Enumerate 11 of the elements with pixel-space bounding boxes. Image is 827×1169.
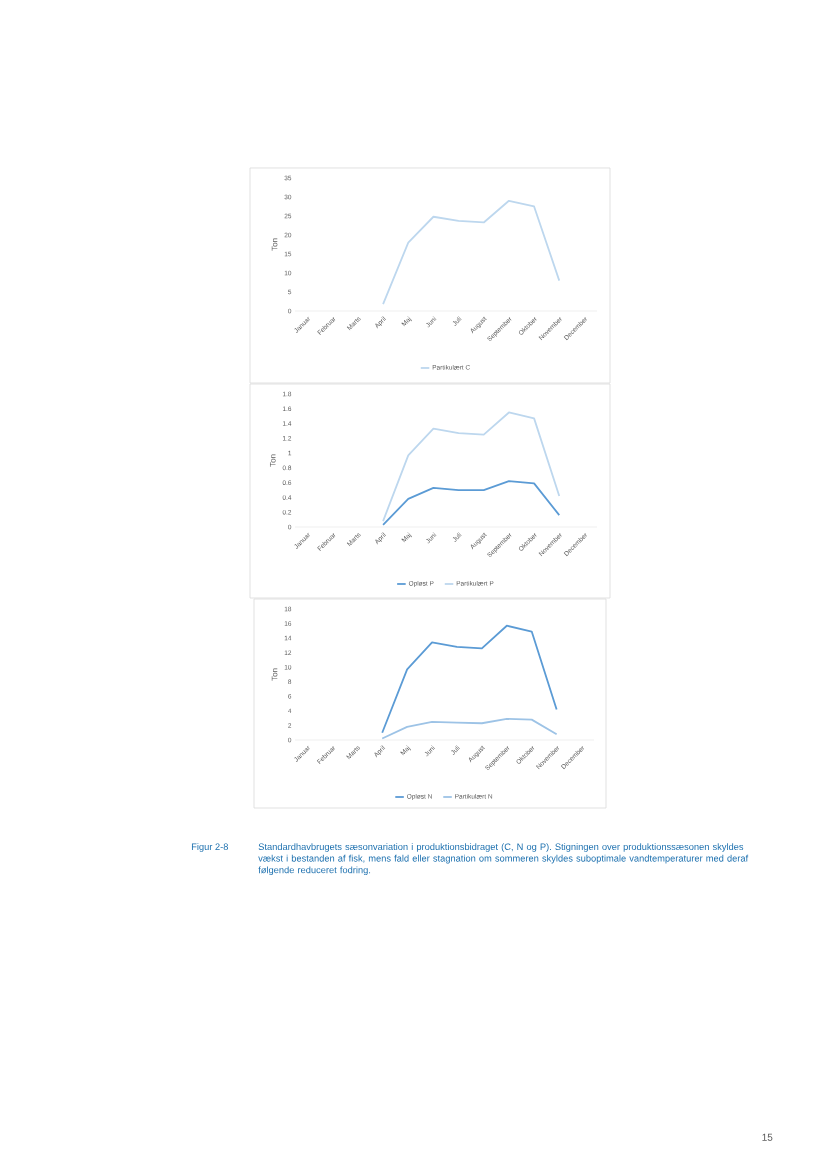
text: Figur 2-8 bbox=[191, 843, 228, 852]
y-axis-title: Ton bbox=[269, 454, 276, 467]
line-series bbox=[381, 717, 558, 740]
y-axis-title: Ton bbox=[271, 238, 278, 251]
line-series bbox=[382, 411, 561, 522]
line-series bbox=[382, 480, 561, 526]
text: 15 bbox=[762, 1133, 773, 1141]
line-series bbox=[382, 199, 561, 306]
y-axis-title: Ton bbox=[271, 668, 278, 681]
text: Standardhavbrugets sæsonvariation i produktionsbidraget (C, N og P). Stigningen over produktionssæsonen skyldes vækst i bestanden af fisk, mens fald eller stagnation om sommeren skyldes suboptimale vandtemperaturer med deraf følgende reduceret fodring. bbox=[258, 843, 749, 876]
line-series bbox=[381, 624, 558, 734]
